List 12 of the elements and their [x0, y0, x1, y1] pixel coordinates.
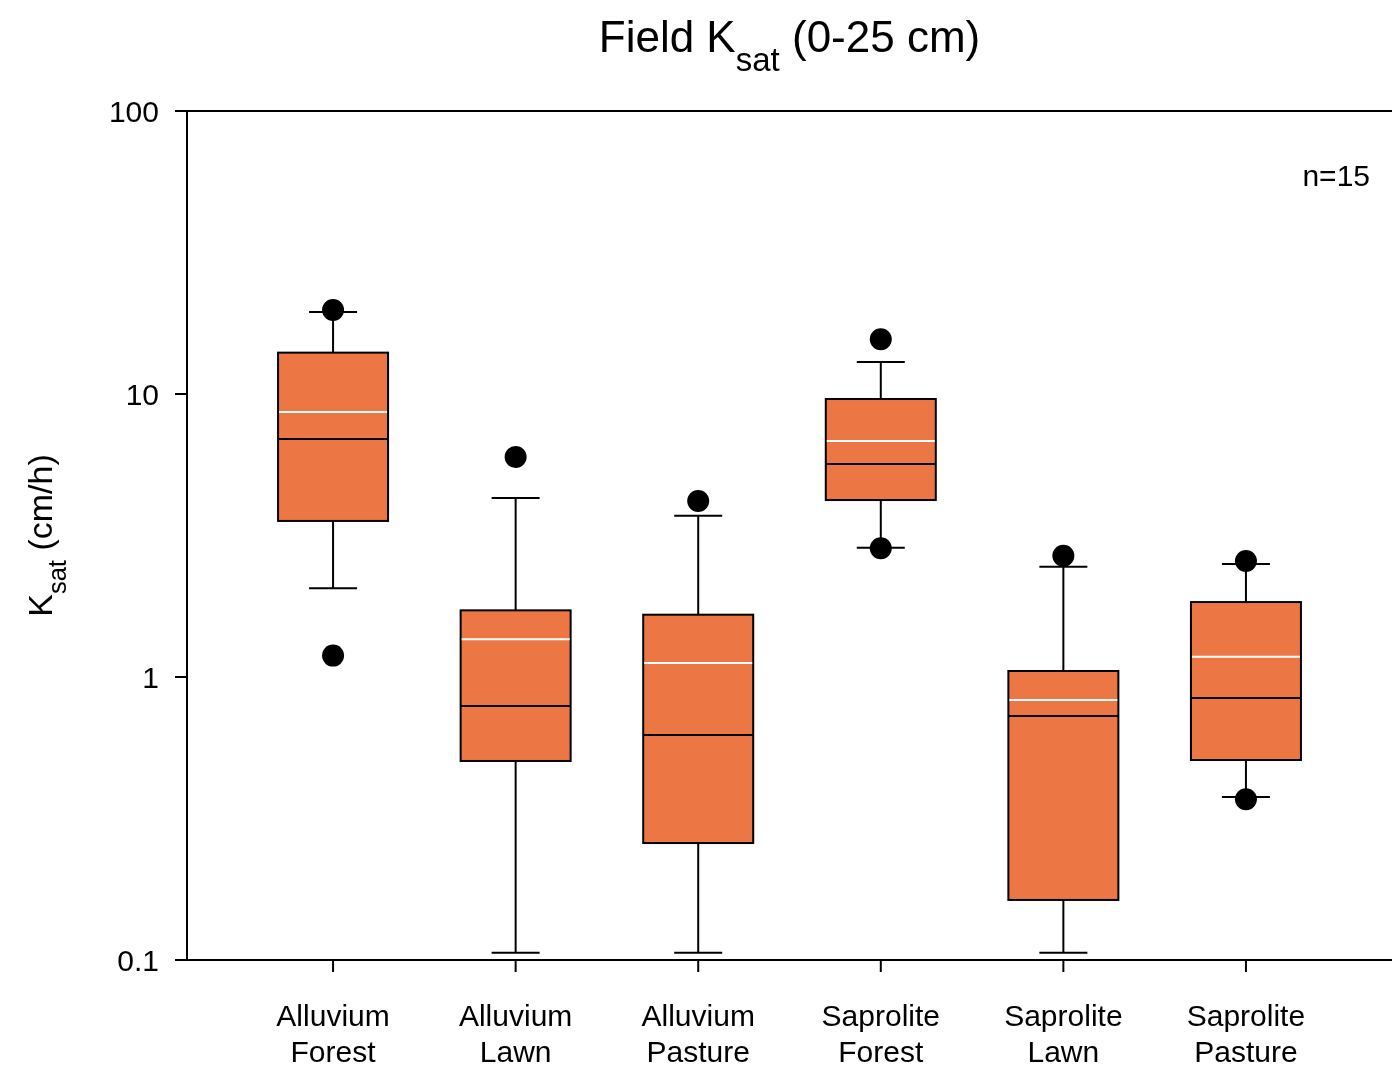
x-tick-label: Alluvium Forest	[276, 999, 390, 1068]
x-tick-label: Saprolite Lawn	[1004, 999, 1123, 1068]
x-tick-label: Alluvium Lawn	[458, 999, 573, 1068]
y-tick-label: 100	[108, 94, 159, 128]
chart-title: Field K$_{sat}$ (0-25 cm)	[598, 12, 981, 78]
y-tick-label: 0.1	[117, 943, 159, 977]
annotation: n=15	[1302, 159, 1370, 192]
y-tick-label: 10	[125, 377, 159, 411]
x-tick-label: Saprolite Pasture	[1186, 999, 1306, 1068]
x-tick-label: Saprolite Forest	[821, 999, 940, 1068]
x-tick-label: Alluvium Pasture	[641, 999, 755, 1068]
y-tick-label: 1	[142, 660, 159, 694]
